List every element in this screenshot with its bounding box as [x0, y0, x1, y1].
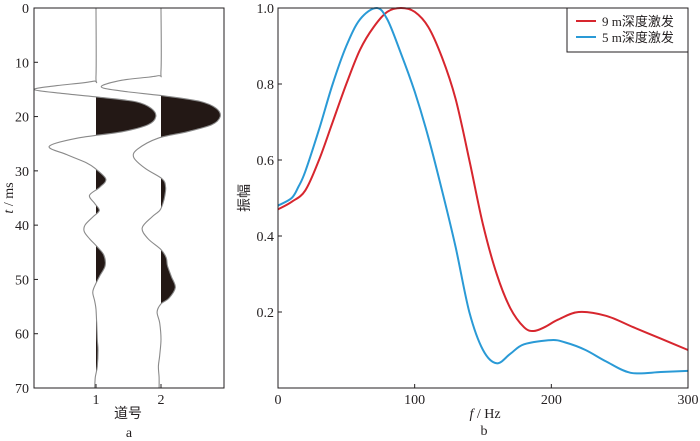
panel-b-x-axis-label: f / Hz: [469, 407, 500, 422]
panel-b-amplitude-spectrum: 0.2 0.4 0.6 0.8 1.0 0 100 200 300 振幅 f / Hz b 9…: [237, 2, 699, 439]
y-tick-label: 40: [15, 219, 29, 234]
series-line-9m: [277, 6, 689, 351]
y-tick-label: 1.0: [257, 2, 275, 17]
y-label-unit: / ms: [2, 182, 17, 209]
y-tick-label: 0.6: [257, 154, 275, 169]
x-tick-label: 1: [93, 393, 100, 408]
legend-box: [566, 7, 689, 53]
y-label-symbol: t: [2, 209, 17, 214]
y-tick-label: 10: [15, 56, 29, 71]
x-tick-label: 200: [541, 393, 562, 408]
y-tick-label: 0.4: [257, 230, 275, 245]
x-tick-label: 100: [404, 393, 425, 408]
panel-b-x-ticks: 0 100 200 300: [275, 384, 699, 408]
panel-b-y-ticks: 0.2 0.4 0.6 0.8 1.0: [257, 2, 282, 321]
x-tick-label: 0: [275, 393, 282, 408]
x-tick-label: 300: [678, 393, 699, 408]
panel-a-y-axis-label: t / ms: [2, 182, 17, 213]
legend-label-9m: 9 m深度激发: [602, 14, 674, 29]
y-tick-label: 70: [15, 382, 29, 397]
trace-group: [33, 7, 221, 389]
panel-a-label: a: [126, 426, 133, 441]
panel-a-y-ticks: 0 10 20 30 40 50 60 70: [15, 2, 38, 397]
panel-b-label: b: [481, 424, 488, 439]
x-label-symbol: f: [469, 407, 475, 422]
panel-b-y-axis-label: 振幅: [237, 184, 253, 212]
legend: 9 m深度激发 5 m深度激发: [566, 7, 689, 53]
x-label-unit: / Hz: [473, 407, 500, 422]
panel-a-axes-frame: [33, 7, 225, 389]
y-tick-label: 0.2: [257, 306, 275, 321]
trace-1-waveform: [33, 7, 157, 389]
panel-a-x-axis-label: 道号: [114, 406, 142, 422]
trace-1-positive-fill: [96, 8, 156, 388]
y-tick-label: 60: [15, 328, 29, 343]
panel-b-axes-frame: [277, 7, 689, 389]
y-tick-label: 0: [22, 2, 29, 17]
x-tick-label: 2: [158, 393, 165, 408]
series-group: [277, 6, 689, 375]
y-tick-label: 0.8: [257, 78, 275, 93]
series-line-5m: [277, 6, 689, 375]
legend-label-5m: 5 m深度激发: [602, 30, 674, 45]
y-tick-label: 50: [15, 273, 29, 288]
y-tick-label: 20: [15, 111, 29, 126]
trace-2-waveform: [100, 7, 221, 389]
y-tick-label: 30: [15, 165, 29, 180]
